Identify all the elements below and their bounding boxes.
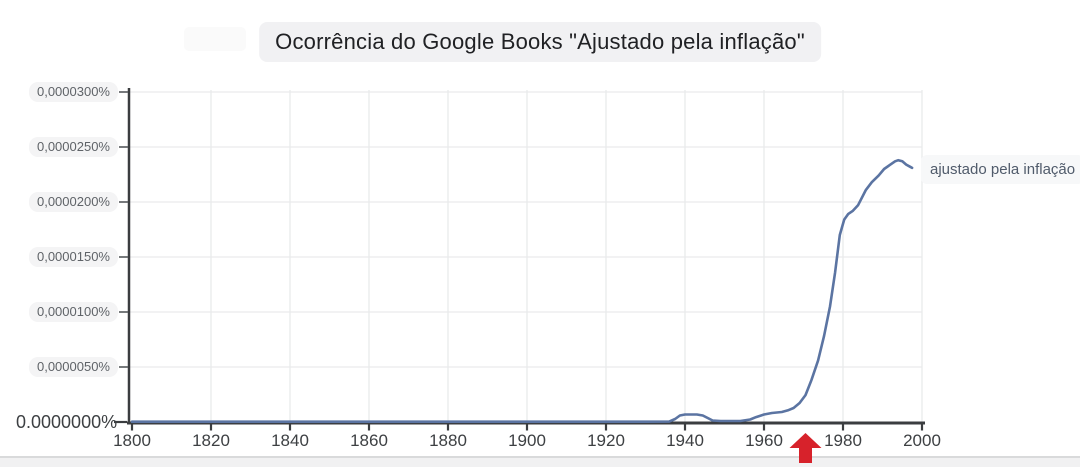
faded-highlight-artifact: [184, 27, 246, 51]
x-axis-tick-label: 1880: [429, 431, 467, 450]
x-axis-tick-label: 1840: [271, 431, 309, 450]
y-axis-tick-label: 0,0000150%: [28, 247, 118, 267]
series-label: ajustado pela inflação: [921, 155, 1080, 184]
y-axis-zero-label: 0.0000000%: [16, 412, 118, 432]
x-axis-tick-label: 1860: [350, 431, 388, 450]
y-axis-tick-label: 0,0000050%: [28, 357, 118, 377]
x-axis-tick-label: 1980: [824, 431, 862, 450]
series-line: [130, 158, 914, 423]
y-axis-tick-label: 0,0000100%: [28, 302, 118, 322]
x-axis-tick-label: 1820: [192, 431, 230, 450]
chart-title: Ocorrência do Google Books "Ajustado pel…: [259, 22, 821, 62]
bottom-divider-bar: [0, 456, 1080, 467]
y-axis-tick-label: 0,0000250%: [28, 137, 118, 157]
x-axis-tick-label: 1800: [113, 431, 151, 450]
x-axis-tick-label: 2000: [903, 431, 941, 450]
x-axis-tick-label: 1900: [508, 431, 546, 450]
x-axis-tick-label: 1960: [745, 431, 783, 450]
x-axis-tick-label: 1920: [587, 431, 625, 450]
x-axis-tick-label: 1940: [666, 431, 704, 450]
y-axis-tick-label: 0,0000200%: [28, 192, 118, 212]
red-up-arrow-icon: [789, 433, 822, 463]
y-axis-tick-label: 0,0000300%: [28, 82, 118, 102]
